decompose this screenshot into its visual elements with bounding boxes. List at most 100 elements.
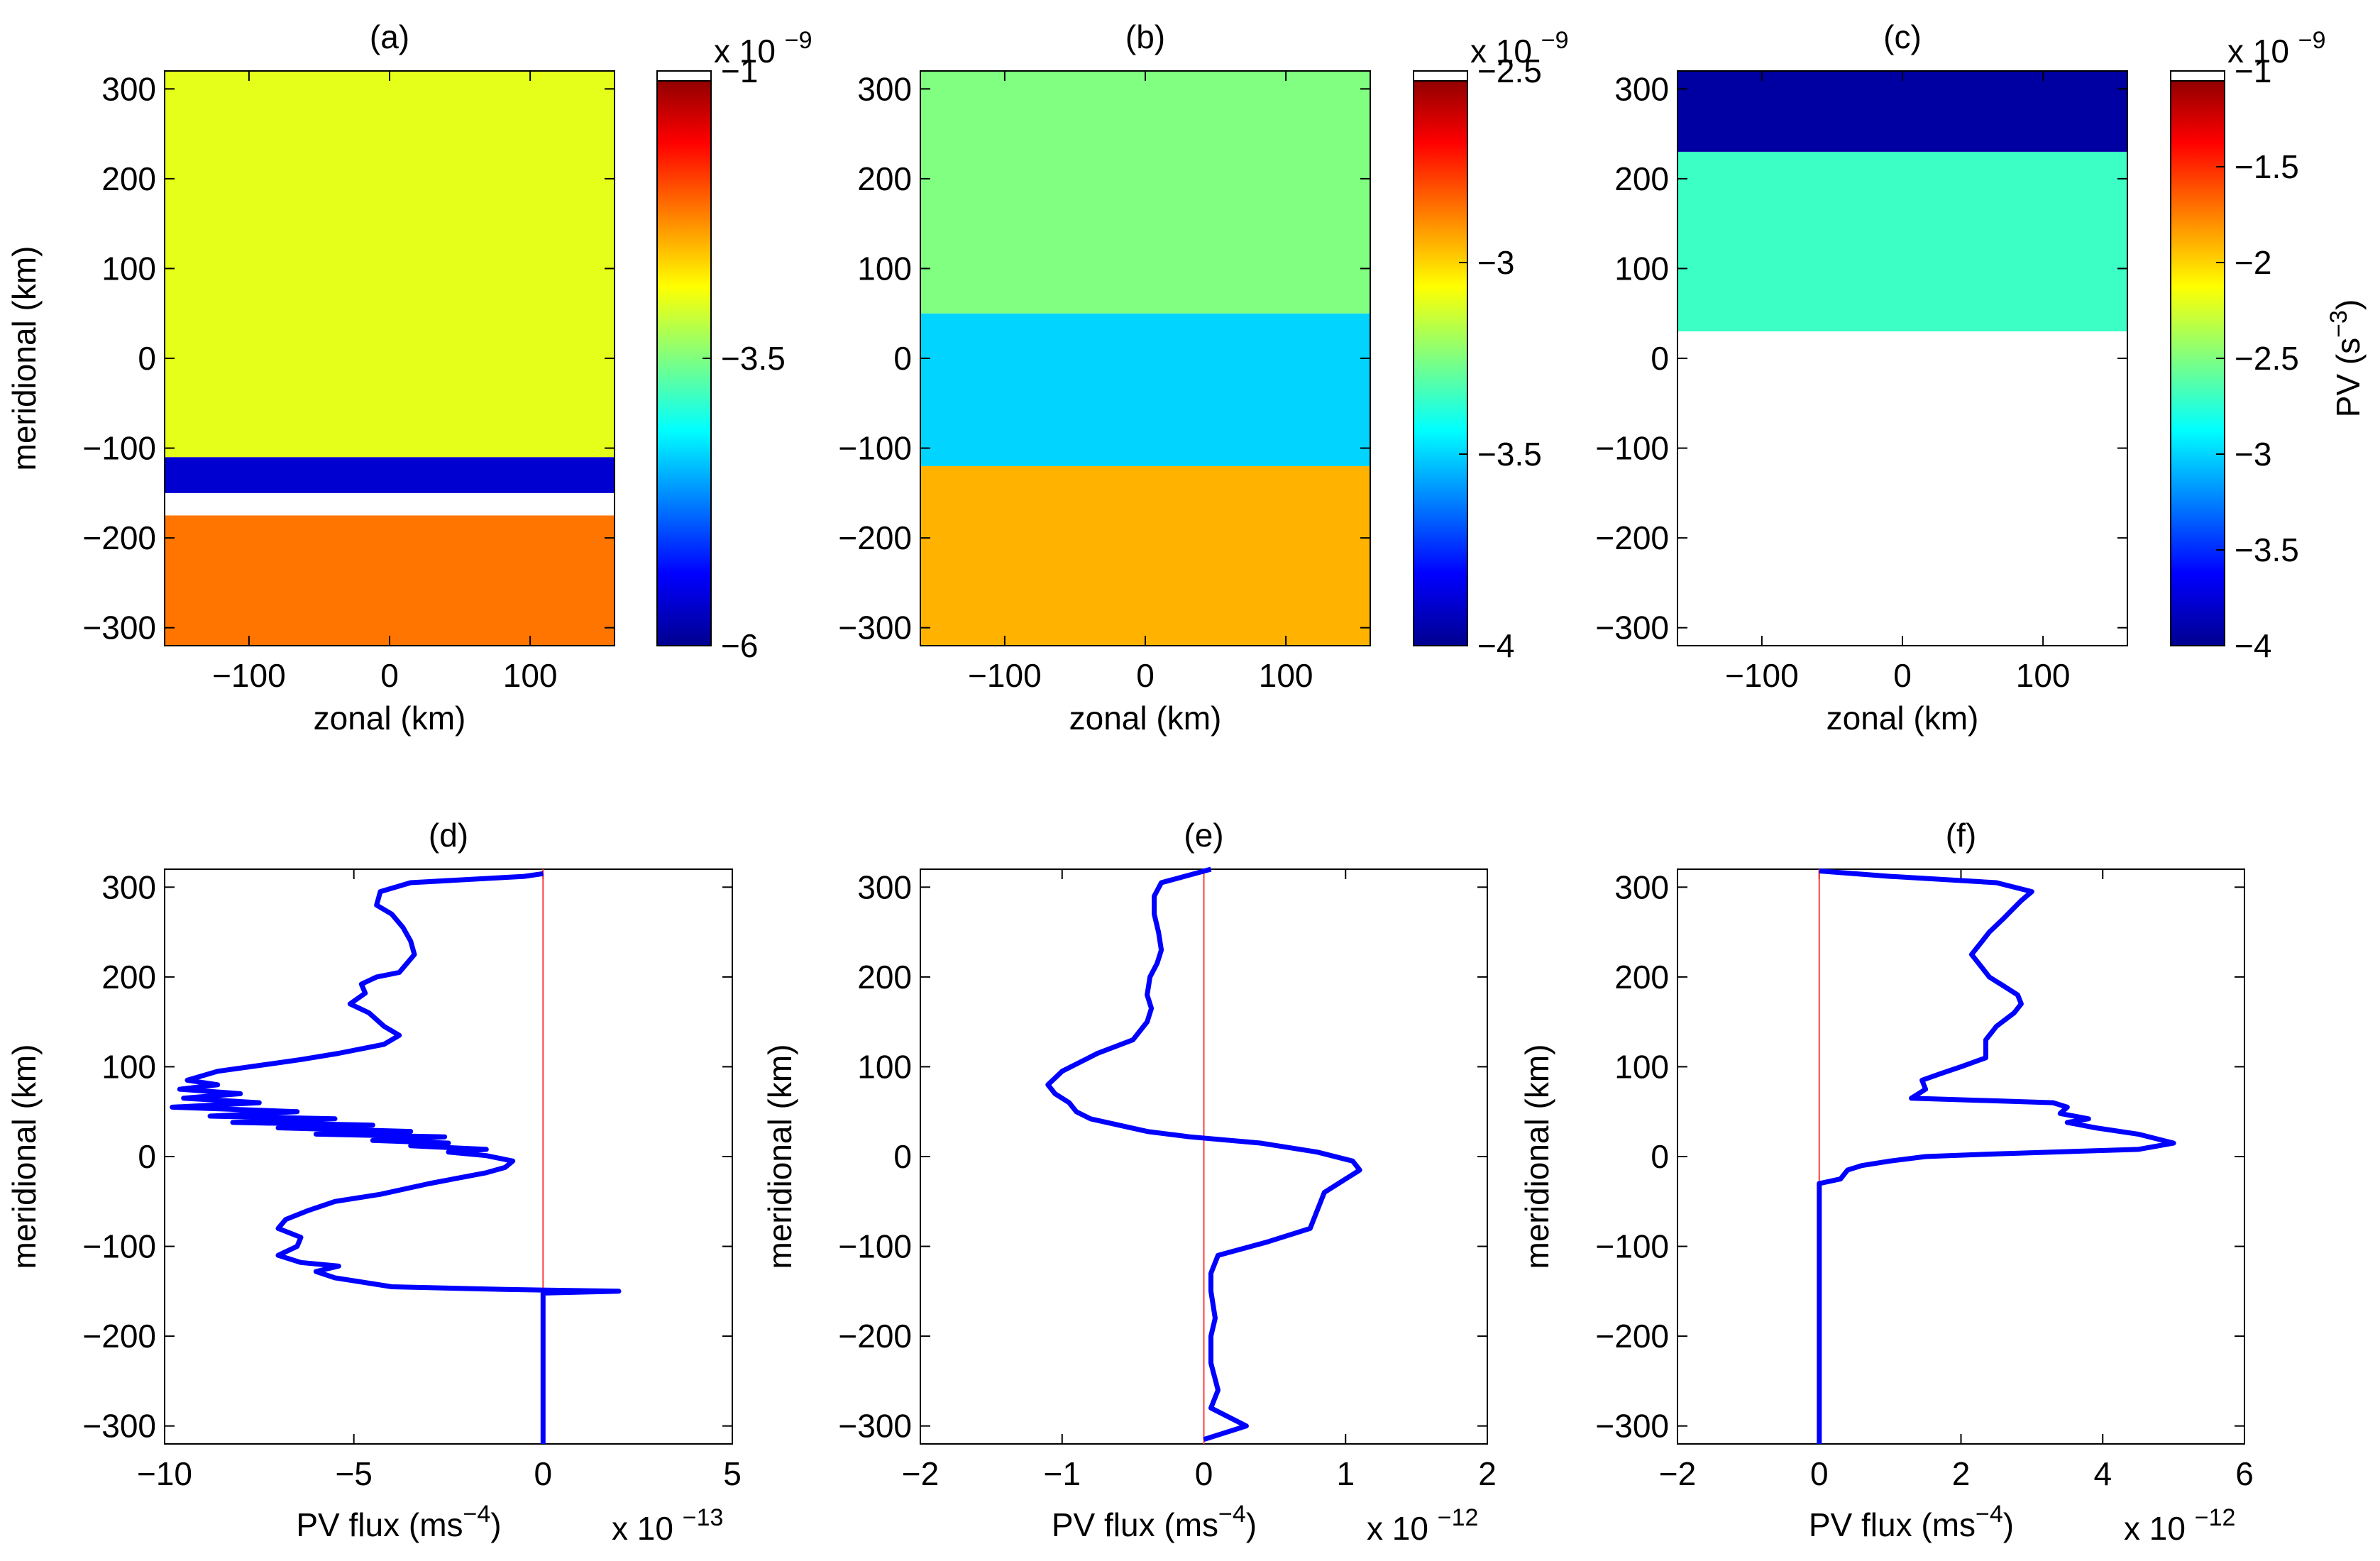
x-tick-label: 100 <box>1259 657 1313 694</box>
colorbar: −2.5 −3 −3.5 −4 x 10 −9 <box>1413 27 1569 664</box>
x-tick-label: −100 <box>212 657 286 694</box>
x-tick-label: 4 <box>2093 1455 2112 1492</box>
x-tick-label: −5 <box>335 1455 372 1492</box>
y-tick-label: 300 <box>857 868 912 905</box>
y-tick-label: 0 <box>893 1138 912 1175</box>
panel-f: (f) −2 0 2 4 6 −300 −200 −100 0 100 200 300 meridiona… <box>1519 817 2254 1547</box>
x-tick-label: −1 <box>1044 1455 1081 1492</box>
y-tick-label: 100 <box>1614 250 1669 287</box>
y-axis: −300 −200 −100 0 100 200 300 <box>82 70 615 646</box>
x-tick-label: 0 <box>1893 657 1912 694</box>
y-axis: −300 −200 −100 0 100 200 300 <box>82 868 732 1445</box>
panel-title: (b) <box>1125 18 1165 55</box>
colorbar-tick-label: −3 <box>1477 244 1514 281</box>
colorbar-tick-label: −1 <box>2235 53 2271 89</box>
x-tick-label: −2 <box>1659 1455 1696 1492</box>
x-tick-label: 0 <box>1195 1455 1213 1492</box>
x-tick-label: 0 <box>380 657 399 694</box>
y-tick-label: −300 <box>838 1408 912 1445</box>
y-tick-label: 300 <box>857 70 912 107</box>
panel-title: (e) <box>1184 817 1223 854</box>
x-axis-label: PV flux (ms−4) <box>1809 1501 2014 1543</box>
y-tick-label: 200 <box>101 959 156 995</box>
colorbar-tick-label: −6 <box>721 627 758 664</box>
pv-flux-line <box>1817 868 2176 1444</box>
field-band <box>1677 151 2127 332</box>
y-tick-label: −200 <box>82 519 156 556</box>
x-tick-label: 100 <box>2016 657 2071 694</box>
pv-flux-line <box>170 871 622 1444</box>
field-band <box>1677 71 2127 152</box>
y-axis: −300 −200 −100 0 100 200 300 <box>1595 70 2127 646</box>
colorbar-tick-label: −3.5 <box>721 340 786 377</box>
colorbar-tick-label: −3.5 <box>2235 531 2299 568</box>
y-tick-label: −100 <box>1595 1228 1669 1265</box>
y-tick-label: 0 <box>138 1138 156 1175</box>
x-axis: −2 0 2 4 6 <box>1659 869 2254 1492</box>
field-band <box>920 465 1370 646</box>
y-tick-label: −100 <box>82 430 156 467</box>
x-tick-label: 0 <box>1810 1455 1829 1492</box>
y-tick-label: 200 <box>1614 160 1669 197</box>
colorbar-label: PV (s−3) <box>2325 299 2367 418</box>
x-axis-exponent: x 10 −13 <box>612 1504 723 1547</box>
colorbar-exponent: x 10 −9 <box>2227 27 2326 70</box>
x-axis-label: zonal (km) <box>1827 700 1979 737</box>
y-tick-label: 100 <box>857 250 912 287</box>
x-tick-label: 0 <box>1136 657 1155 694</box>
y-tick-label: 100 <box>1614 1048 1669 1085</box>
y-tick-label: −300 <box>838 609 912 646</box>
field-band <box>920 71 1370 314</box>
x-axis: −100 0 100 <box>968 71 1313 694</box>
x-tick-label: −10 <box>137 1455 192 1492</box>
pv-field <box>920 71 1370 646</box>
colorbar-gradient <box>1413 70 1468 646</box>
panel-a: (a) −100 0 100 −300 −200 −100 0 100 200 300 meridio… <box>6 18 812 737</box>
y-tick-label: −100 <box>838 1228 912 1265</box>
pv-field <box>1677 71 2127 332</box>
y-tick-label: −100 <box>82 1228 156 1265</box>
panel-title: (d) <box>429 817 468 854</box>
y-axis: −300 −200 −100 0 100 200 300 <box>838 70 1370 646</box>
x-tick-label: 1 <box>1336 1455 1355 1492</box>
y-tick-label: 200 <box>857 959 912 995</box>
x-tick-label: 5 <box>723 1455 742 1492</box>
y-tick-label: −200 <box>1595 1318 1669 1355</box>
y-tick-label: −200 <box>838 519 912 556</box>
y-tick-label: 300 <box>101 868 156 905</box>
y-tick-label: 0 <box>1651 1138 1669 1175</box>
y-axis: −300 −200 −100 0 100 200 300 <box>838 868 1487 1445</box>
field-band <box>920 313 1370 466</box>
y-axis: −300 −200 −100 0 100 200 300 <box>1595 868 2244 1445</box>
y-tick-label: −300 <box>82 609 156 646</box>
x-axis-label: zonal (km) <box>1069 700 1222 737</box>
x-tick-label: 2 <box>1952 1455 1971 1492</box>
y-tick-label: 200 <box>1614 959 1669 995</box>
y-tick-label: −300 <box>1595 609 1669 646</box>
y-tick-label: −300 <box>1595 1408 1669 1445</box>
pv-flux-line <box>1045 866 1362 1443</box>
y-tick-label: 0 <box>1651 340 1669 377</box>
field-band <box>165 71 615 458</box>
field-band <box>165 457 615 493</box>
y-tick-label: 300 <box>1614 70 1669 107</box>
y-tick-label: 200 <box>857 160 912 197</box>
panel-e: (e) −2 −1 0 1 2 −300 −200 −100 0 100 200 300 meridion… <box>761 817 1497 1547</box>
y-tick-label: −200 <box>82 1318 156 1355</box>
y-tick-label: 200 <box>101 160 156 197</box>
y-tick-label: 300 <box>101 70 156 107</box>
colorbar-tick-label: −2.5 <box>2235 340 2299 377</box>
panel-b: (b) −100 0 100 −300 −200 −100 0 100 200 300 zonal (… <box>838 18 1568 737</box>
y-axis-label: meridional (km) <box>1519 1044 1555 1269</box>
x-axis: −100 0 100 <box>1725 71 2071 694</box>
x-axis: −100 0 100 <box>212 71 558 694</box>
x-axis-exponent: x 10 −12 <box>2124 1504 2235 1547</box>
colorbar-gradient <box>2170 70 2225 646</box>
colorbar: −1 −3.5 −6 x 10 −9 <box>656 27 812 664</box>
colorbar-tick-label: −2.5 <box>1477 53 1542 89</box>
y-tick-label: −100 <box>838 430 912 467</box>
axes-frame <box>164 868 733 1445</box>
y-tick-label: 100 <box>101 1048 156 1085</box>
y-tick-label: 0 <box>138 340 156 377</box>
